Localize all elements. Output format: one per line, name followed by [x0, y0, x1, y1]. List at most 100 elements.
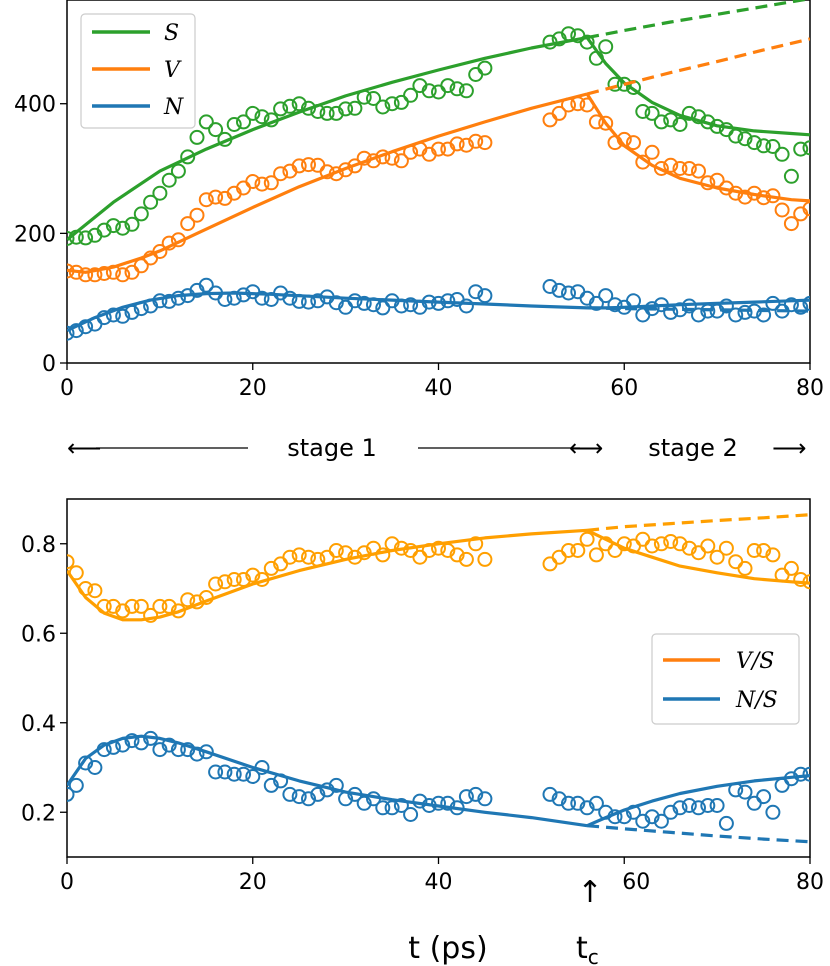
- point-N: [783, 297, 799, 313]
- fit-extrapolation-N: [587, 306, 810, 313]
- point-S: [282, 98, 298, 114]
- point-S: [663, 112, 679, 128]
- point-S: [746, 135, 762, 151]
- point-NS: [67, 786, 75, 802]
- point-VS: [133, 598, 149, 614]
- point-V: [87, 267, 103, 283]
- point-NS: [709, 798, 725, 813]
- point-NS: [551, 791, 567, 807]
- tc-label-sub: c: [588, 945, 599, 966]
- point-N: [588, 295, 604, 311]
- point-VS: [570, 543, 586, 558]
- x-tick-label: 20: [239, 870, 267, 895]
- point-VS: [105, 598, 121, 614]
- stage-annotations: ⟵ stage 1 ⟷ stage 2 ⟶: [67, 434, 806, 462]
- point-N: [458, 298, 474, 314]
- point-VS: [561, 543, 576, 558]
- point-N: [161, 293, 177, 309]
- point-VS: [579, 531, 595, 547]
- fit-stage1-S: [67, 36, 588, 242]
- point-VS: [217, 574, 233, 590]
- point-NS: [78, 755, 94, 771]
- point-N: [718, 298, 734, 314]
- point-S: [67, 231, 75, 246]
- fit-extrapolation-NS: [586, 824, 810, 844]
- point-V: [198, 192, 214, 208]
- point-V: [737, 189, 753, 205]
- top-legend-box: [80, 13, 196, 129]
- point-NS: [263, 777, 279, 793]
- point-NS: [226, 766, 242, 782]
- point-N: [756, 307, 772, 323]
- point-NS: [384, 800, 400, 816]
- point-V: [78, 267, 94, 283]
- point-NS: [124, 733, 140, 749]
- point-VS: [180, 592, 196, 608]
- point-V: [663, 157, 679, 173]
- point-S: [161, 172, 177, 188]
- point-NS: [198, 744, 214, 760]
- point-S: [254, 109, 270, 125]
- point-S: [783, 168, 799, 184]
- point-VS: [301, 549, 316, 565]
- x-tick-label: 20: [239, 376, 267, 401]
- point-V: [273, 166, 289, 182]
- point-NS: [718, 815, 734, 831]
- point-S: [384, 96, 400, 112]
- point-NS: [588, 795, 604, 811]
- point-N: [310, 293, 326, 309]
- point-S: [105, 218, 121, 234]
- point-NS: [356, 795, 372, 811]
- point-V: [672, 161, 688, 176]
- stage1-left-arrow: ⟵: [67, 434, 101, 462]
- point-S: [672, 117, 688, 132]
- point-V: [653, 161, 669, 176]
- point-N: [282, 290, 298, 306]
- point-V: [468, 133, 484, 149]
- bottom-legend: V/S N/S: [651, 633, 800, 725]
- legend-label-VS: V/S: [736, 649, 774, 674]
- point-V: [598, 115, 614, 131]
- point-NS: [393, 798, 409, 813]
- point-NS: [468, 786, 484, 802]
- point-NS: [570, 795, 586, 811]
- stage2-label: stage 2: [648, 434, 738, 462]
- point-V: [542, 112, 558, 128]
- point-N: [542, 279, 558, 294]
- point-VS: [87, 583, 103, 599]
- point-NS: [765, 804, 781, 820]
- y-tick-label: 0.4: [21, 712, 56, 737]
- point-S: [133, 206, 149, 222]
- point-NS: [793, 766, 809, 782]
- point-NS: [458, 789, 474, 805]
- point-S: [236, 114, 251, 130]
- point-S: [449, 81, 465, 97]
- point-N: [765, 295, 781, 311]
- point-S: [328, 105, 344, 121]
- point-S: [653, 114, 669, 130]
- point-NS: [561, 795, 576, 811]
- point-NS: [700, 798, 716, 813]
- point-NS: [663, 804, 679, 820]
- bottom-legend-box: [651, 633, 800, 725]
- point-VS: [737, 560, 753, 576]
- plot-area: [67, 513, 810, 844]
- point-VS: [356, 545, 372, 561]
- fit-stage1-VS: [67, 528, 588, 622]
- point-S: [319, 105, 335, 121]
- point-V: [189, 207, 205, 223]
- point-S: [180, 149, 196, 165]
- point-NS: [691, 800, 706, 816]
- point-S: [681, 105, 697, 121]
- point-S: [477, 60, 493, 76]
- fit-stage1-NS: [67, 734, 588, 828]
- point-N: [477, 288, 493, 304]
- point-NS: [653, 813, 669, 829]
- point-VS: [681, 540, 697, 556]
- point-V: [774, 202, 790, 218]
- point-V: [802, 201, 810, 217]
- point-V: [152, 244, 168, 259]
- fit-stage1-N: [67, 291, 588, 333]
- point-S: [793, 141, 809, 157]
